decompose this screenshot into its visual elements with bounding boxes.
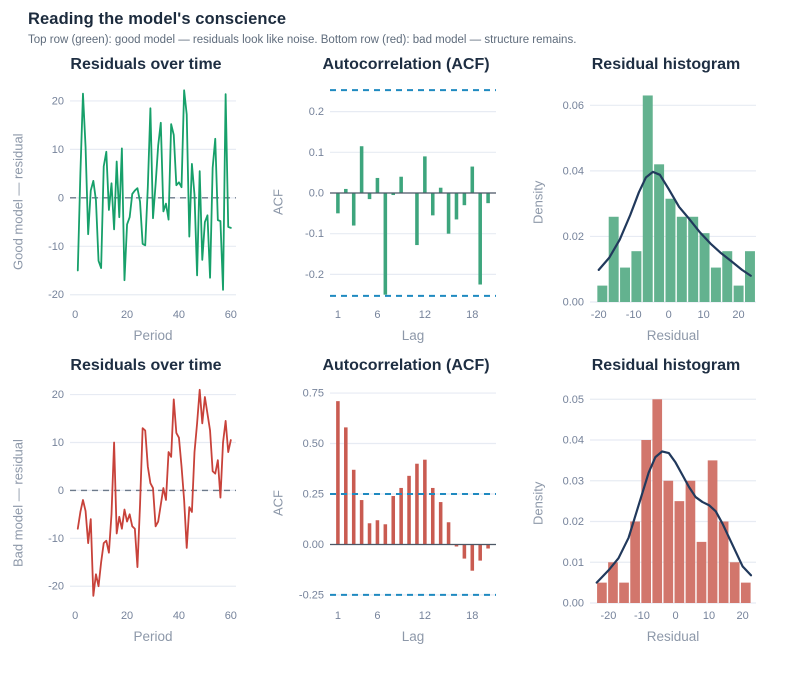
figure-title: Reading the model's conscience (28, 10, 287, 28)
svg-text:12: 12 (419, 610, 431, 622)
plot-canvas-bad-acf: -0.25 0.00 0.25 0.50 0.75 1 6 12 18 (299, 388, 496, 622)
svg-text:-20: -20 (600, 610, 616, 622)
plot-canvas-good-histogram: 0.00 0.02 0.04 0.06 -20 -10 0 10 20 (563, 95, 756, 321)
y-axis-label-good-histogram: Density (530, 180, 546, 224)
svg-text:-10: -10 (634, 610, 650, 622)
svg-text:0.02: 0.02 (563, 516, 584, 528)
svg-text:0: 0 (72, 610, 78, 622)
figure-header: Reading the model's conscience Top row (… (0, 0, 800, 48)
svg-text:-0.1: -0.1 (305, 228, 324, 240)
svg-text:0.04: 0.04 (563, 435, 584, 447)
svg-text:-20: -20 (48, 581, 64, 593)
x-axis-label-bad-histogram: Residual (646, 629, 700, 644)
svg-text:0: 0 (58, 192, 64, 204)
svg-text:0.03: 0.03 (563, 475, 584, 487)
y-axis-label-good-acf: ACF (270, 189, 286, 215)
svg-text:0.25: 0.25 (303, 489, 324, 501)
svg-text:18: 18 (466, 309, 478, 321)
plot-row-good-histogram: Density 0.00 0.02 0.04 0.06 -20 -10 0 10 20 (528, 76, 788, 328)
plot-canvas-bad-histogram: 0.00 0.01 0.02 0.03 0.04 0.05 -20 -10 0 10 20 (563, 394, 756, 622)
plot-canvas-good-acf: -0.2 -0.1 0.0 0.1 0.2 1 6 12 18 (305, 89, 496, 321)
plot-row-bad-acf: ACF -0.25 0.00 0.25 0.50 0.75 1 6 12 18 (268, 377, 528, 629)
x-axis-label-good-acf: Lag (401, 328, 425, 343)
plot-row-bad-histogram: Density 0.00 0.01 0.02 0.03 0.04 0.05 -20 -10 0 10… (528, 377, 788, 629)
y-axis-label-bad-residuals-line: Bad model — residual (10, 439, 26, 567)
svg-text:0: 0 (58, 485, 64, 497)
svg-text:20: 20 (121, 309, 133, 321)
svg-text:0: 0 (72, 309, 78, 321)
svg-text:20: 20 (52, 389, 64, 401)
svg-text:20: 20 (52, 95, 64, 107)
x-axis-label-good-residuals-line: Period (133, 328, 173, 343)
svg-text:60: 60 (225, 309, 237, 321)
chart-title-bad-acf: Autocorrelation (ACF) (322, 357, 490, 374)
svg-text:0.00: 0.00 (303, 539, 324, 551)
svg-text:0.50: 0.50 (303, 438, 324, 450)
svg-text:20: 20 (121, 610, 133, 622)
chart-grid: Residuals over time Good model — residual… (0, 56, 800, 644)
svg-text:0.05: 0.05 (563, 394, 584, 406)
plot-canvas-bad-residuals-line: -20 -10 0 10 20 0 20 40 60 (48, 388, 237, 622)
y-axis-label-bad-acf: ACF (270, 490, 286, 516)
chart-cell-good-histogram: Residual histogram Density 0.00 0.02 0.04 0.0… (528, 56, 788, 343)
svg-text:0.00: 0.00 (563, 598, 584, 610)
svg-text:1: 1 (335, 610, 341, 622)
svg-text:6: 6 (374, 309, 380, 321)
figure-subtitle: Top row (green): good model — residuals … (28, 34, 577, 46)
svg-text:10: 10 (697, 309, 709, 321)
svg-text:10: 10 (52, 437, 64, 449)
svg-text:18: 18 (466, 610, 478, 622)
svg-text:10: 10 (703, 610, 715, 622)
chart-cell-bad-residuals-line: Residuals over time Bad model — residual -… (8, 357, 268, 644)
chart-title-good-histogram: Residual histogram (591, 56, 741, 73)
svg-text:-10: -10 (48, 533, 64, 545)
chart-title-good-acf: Autocorrelation (ACF) (322, 56, 490, 73)
plot-canvas-good-residuals-line: -20 -10 0 10 20 0 20 40 60 (48, 89, 237, 321)
svg-text:0.0: 0.0 (309, 188, 324, 200)
svg-text:-0.2: -0.2 (305, 269, 324, 281)
chart-cell-good-residuals-line: Residuals over time Good model — residual… (8, 56, 268, 343)
svg-text:10: 10 (52, 144, 64, 156)
svg-text:0.06: 0.06 (563, 100, 584, 112)
y-axis-label-good-residuals-line: Good model — residual (10, 133, 26, 271)
plot-row-good-residuals-line: Good model — residual -20 -10 0 10 20 0 20 40 60 (8, 76, 268, 328)
svg-text:-0.25: -0.25 (299, 589, 324, 601)
svg-text:40: 40 (173, 610, 185, 622)
svg-text:0.75: 0.75 (303, 388, 324, 400)
svg-text:20: 20 (736, 610, 748, 622)
svg-text:0.2: 0.2 (309, 106, 324, 118)
x-axis-label-bad-residuals-line: Period (133, 629, 173, 644)
svg-text:0.02: 0.02 (563, 231, 584, 243)
svg-text:0: 0 (666, 309, 672, 321)
x-axis-label-good-histogram: Residual (646, 328, 700, 343)
svg-text:-20: -20 (591, 309, 607, 321)
svg-text:40: 40 (173, 309, 185, 321)
y-axis-label-bad-histogram: Density (530, 481, 546, 525)
chart-cell-bad-histogram: Residual histogram Density 0.00 0.01 0.02 0.0… (528, 357, 788, 644)
svg-text:20: 20 (732, 309, 744, 321)
svg-text:0.1: 0.1 (309, 147, 324, 159)
chart-title-good-residuals-line: Residuals over time (70, 56, 222, 73)
chart-title-bad-histogram: Residual histogram (591, 357, 741, 374)
svg-text:6: 6 (374, 610, 380, 622)
svg-text:0: 0 (672, 610, 678, 622)
plot-row-good-acf: ACF -0.2 -0.1 0.0 0.1 0.2 1 6 12 18 (268, 76, 528, 328)
x-axis-label-bad-acf: Lag (401, 629, 425, 644)
plot-row-bad-residuals-line: Bad model — residual -20 -10 0 10 20 0 20 40 60 (8, 377, 268, 629)
svg-text:0.00: 0.00 (563, 297, 584, 309)
svg-text:12: 12 (419, 309, 431, 321)
svg-text:60: 60 (225, 610, 237, 622)
svg-text:-20: -20 (48, 289, 64, 301)
svg-text:-10: -10 (626, 309, 642, 321)
svg-text:0.04: 0.04 (563, 165, 584, 177)
chart-cell-good-acf: Autocorrelation (ACF) ACF -0.2 -0.1 0.0 0.1 0.… (268, 56, 528, 343)
svg-text:0.01: 0.01 (563, 557, 584, 569)
svg-text:-10: -10 (48, 241, 64, 253)
svg-text:1: 1 (335, 309, 341, 321)
chart-title-bad-residuals-line: Residuals over time (70, 357, 222, 374)
chart-cell-bad-acf: Autocorrelation (ACF) ACF -0.25 0.00 0.25 0.5… (268, 357, 528, 644)
